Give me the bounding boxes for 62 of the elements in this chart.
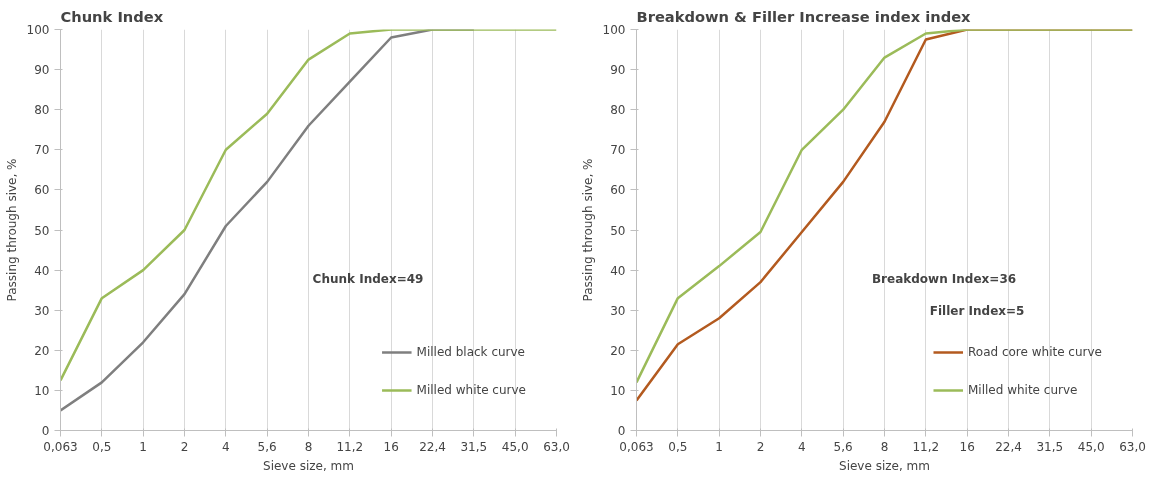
x-tick-label: 63,0 — [1119, 439, 1146, 454]
legend-label: Milled black curve — [416, 345, 526, 359]
x-tick-label: 8 — [304, 439, 313, 454]
y-tick-label: 0 — [617, 424, 626, 438]
x-tick-label: 45,0 — [501, 439, 529, 454]
annotation: Breakdown Index=36 — [871, 272, 1017, 287]
y-tick-label: 70 — [610, 143, 626, 158]
x-tick-label: 5,6 — [257, 439, 277, 454]
y-tick-label: 30 — [34, 303, 50, 318]
y-tick-label: 20 — [34, 343, 50, 358]
x-tick-label: 11,2 — [336, 439, 364, 454]
x-tick-label: 0,5 — [92, 439, 112, 454]
y-axis-title: Passing through sive, % — [580, 158, 595, 302]
y-tick-label: 80 — [34, 103, 50, 118]
legend-label: Milled white curve — [416, 383, 526, 397]
chart-title: Breakdown & Filler Increase index index — [636, 7, 972, 25]
x-tick-label: 8 — [880, 439, 889, 454]
x-axis-title: Sieve size, mm — [839, 458, 930, 473]
y-tick-label: 40 — [610, 263, 626, 278]
y-tick-label: 50 — [610, 223, 626, 238]
legend-label: Road core white curve — [967, 345, 1102, 359]
line-series — [60, 29, 557, 382]
x-tick-label: 0,5 — [668, 439, 688, 454]
x-tick-label: 31,5 — [460, 439, 488, 454]
x-tick-label: 5,6 — [833, 439, 853, 454]
x-tick-label: 2 — [180, 439, 189, 454]
x-tick-label: 4 — [798, 439, 806, 454]
y-tick-label: 10 — [34, 383, 50, 398]
x-tick-label: 31,5 — [1036, 439, 1064, 454]
y-tick-label: 50 — [34, 223, 50, 238]
legend-label: Milled white curve — [967, 383, 1078, 397]
x-tick-label: 22,4 — [995, 439, 1022, 454]
x-tick-label: 0,063 — [43, 439, 78, 454]
annotation: Chunk Index=49 — [312, 272, 424, 287]
y-tick-label: 100 — [26, 23, 50, 37]
chart-title: Chunk Index — [60, 7, 164, 25]
x-tick-label: 1 — [139, 439, 147, 454]
y-tick-label: 100 — [602, 23, 626, 37]
x-tick-label: 45,0 — [1077, 439, 1105, 454]
x-tick-label: 16 — [959, 439, 975, 454]
x-axis-title: Sieve size, mm — [263, 458, 354, 473]
y-tick-label: 80 — [610, 103, 626, 118]
x-tick-label: 22,4 — [419, 439, 446, 454]
annotation: Filler Index=5 — [929, 304, 1025, 319]
x-tick-label: 63,0 — [543, 439, 570, 454]
y-tick-label: 90 — [610, 63, 626, 78]
y-tick-label: 0 — [41, 424, 50, 438]
y-tick-label: 40 — [34, 263, 50, 278]
y-tick-label: 20 — [610, 343, 626, 358]
x-tick-label: 1 — [715, 439, 723, 454]
x-tick-label: 11,2 — [912, 439, 940, 454]
y-tick-label: 90 — [34, 63, 50, 78]
x-tick-label: 0,063 — [619, 439, 654, 454]
x-tick-label: 16 — [383, 439, 399, 454]
y-tick-label: 60 — [610, 183, 626, 198]
x-tick-label: 4 — [222, 439, 230, 454]
y-tick-label: 70 — [34, 143, 50, 158]
y-axis-title: Passing through sive, % — [4, 158, 19, 302]
y-tick-label: 10 — [610, 383, 626, 398]
x-tick-label: 2 — [756, 439, 765, 454]
y-tick-label: 30 — [610, 303, 626, 318]
y-tick-label: 60 — [34, 183, 50, 198]
